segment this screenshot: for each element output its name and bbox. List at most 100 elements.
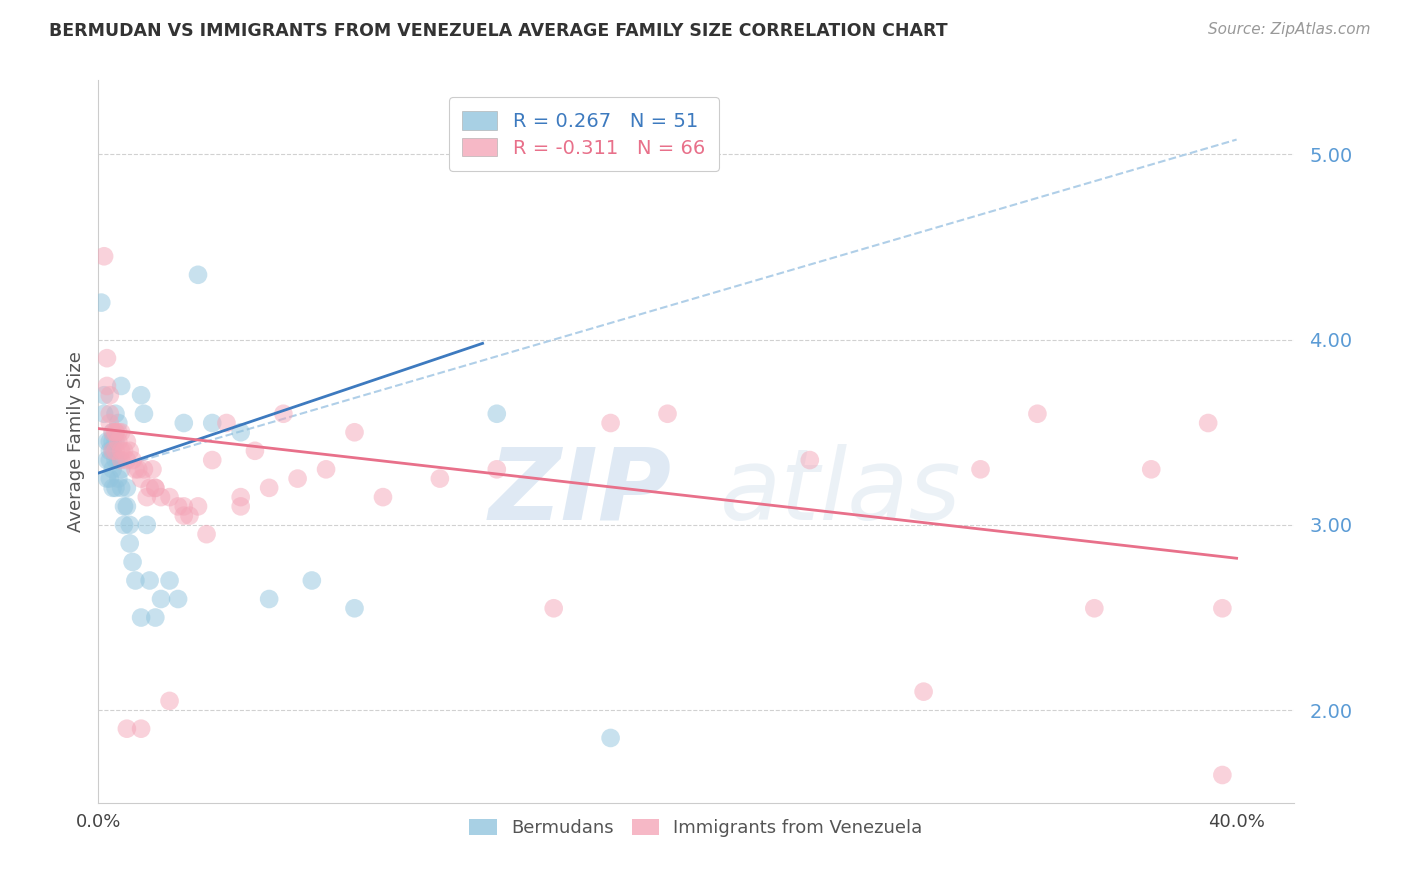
Point xyxy=(243,443,266,458)
Point xyxy=(129,722,152,736)
Point xyxy=(104,407,127,421)
Point xyxy=(150,490,173,504)
Point xyxy=(104,434,127,449)
Point xyxy=(429,472,451,486)
Point xyxy=(115,481,138,495)
Point xyxy=(96,453,118,467)
Point xyxy=(371,490,394,504)
Point xyxy=(104,453,127,467)
Point xyxy=(315,462,337,476)
Point xyxy=(799,453,821,467)
Point xyxy=(143,481,166,495)
Point xyxy=(98,453,121,467)
Point xyxy=(229,490,252,504)
Text: Source: ZipAtlas.com: Source: ZipAtlas.com xyxy=(1208,22,1371,37)
Point xyxy=(98,434,121,449)
Point xyxy=(167,500,190,514)
Point xyxy=(101,443,124,458)
Point xyxy=(110,453,132,467)
Point xyxy=(104,425,127,440)
Point xyxy=(121,453,143,467)
Point xyxy=(93,388,115,402)
Point xyxy=(195,527,218,541)
Point xyxy=(173,508,195,523)
Point xyxy=(124,462,146,476)
Point xyxy=(110,425,132,440)
Point xyxy=(96,351,118,366)
Point xyxy=(301,574,323,588)
Point xyxy=(96,434,118,449)
Point xyxy=(201,416,224,430)
Point xyxy=(98,472,121,486)
Point xyxy=(129,472,152,486)
Point xyxy=(343,425,366,440)
Text: BERMUDAN VS IMMIGRANTS FROM VENEZUELA AVERAGE FAMILY SIZE CORRELATION CHART: BERMUDAN VS IMMIGRANTS FROM VENEZUELA AV… xyxy=(49,22,948,40)
Point xyxy=(101,462,124,476)
Point xyxy=(96,379,118,393)
Point xyxy=(159,490,181,504)
Point xyxy=(129,610,152,624)
Point xyxy=(112,517,135,532)
Point xyxy=(143,610,166,624)
Point xyxy=(150,592,173,607)
Point xyxy=(143,481,166,495)
Point xyxy=(485,462,508,476)
Point xyxy=(543,601,565,615)
Point xyxy=(115,453,138,467)
Point xyxy=(104,425,127,440)
Point xyxy=(599,731,621,745)
Point xyxy=(187,500,209,514)
Point xyxy=(138,574,160,588)
Point xyxy=(657,407,679,421)
Point xyxy=(101,425,124,440)
Point xyxy=(110,481,132,495)
Point xyxy=(141,462,163,476)
Point xyxy=(104,481,127,495)
Point xyxy=(912,684,935,698)
Point xyxy=(93,407,115,421)
Point xyxy=(124,574,146,588)
Point xyxy=(112,443,135,458)
Point xyxy=(1197,416,1219,430)
Point xyxy=(110,443,132,458)
Point xyxy=(1211,768,1233,782)
Text: ZIP: ZIP xyxy=(489,443,672,541)
Point xyxy=(599,416,621,430)
Point xyxy=(115,500,138,514)
Point xyxy=(118,443,141,458)
Point xyxy=(132,462,155,476)
Point xyxy=(201,453,224,467)
Point xyxy=(135,490,157,504)
Point xyxy=(187,268,209,282)
Point xyxy=(98,388,121,402)
Point xyxy=(98,416,121,430)
Point xyxy=(159,694,181,708)
Point xyxy=(90,295,112,310)
Point xyxy=(167,592,190,607)
Point xyxy=(115,722,138,736)
Point xyxy=(485,407,508,421)
Point xyxy=(107,416,129,430)
Point xyxy=(110,379,132,393)
Point xyxy=(104,443,127,458)
Y-axis label: Average Family Size: Average Family Size xyxy=(66,351,84,532)
Point xyxy=(107,434,129,449)
Point xyxy=(110,462,132,476)
Point xyxy=(96,472,118,486)
Point xyxy=(107,453,129,467)
Point xyxy=(129,388,152,402)
Point xyxy=(135,517,157,532)
Point xyxy=(229,425,252,440)
Point xyxy=(287,472,309,486)
Point xyxy=(138,481,160,495)
Point xyxy=(173,416,195,430)
Point xyxy=(98,407,121,421)
Point xyxy=(1211,601,1233,615)
Text: atlas: atlas xyxy=(720,443,962,541)
Point xyxy=(1140,462,1163,476)
Point xyxy=(107,425,129,440)
Legend: Bermudans, Immigrants from Venezuela: Bermudans, Immigrants from Venezuela xyxy=(463,812,929,845)
Point xyxy=(101,481,124,495)
Point xyxy=(1026,407,1049,421)
Point xyxy=(132,407,155,421)
